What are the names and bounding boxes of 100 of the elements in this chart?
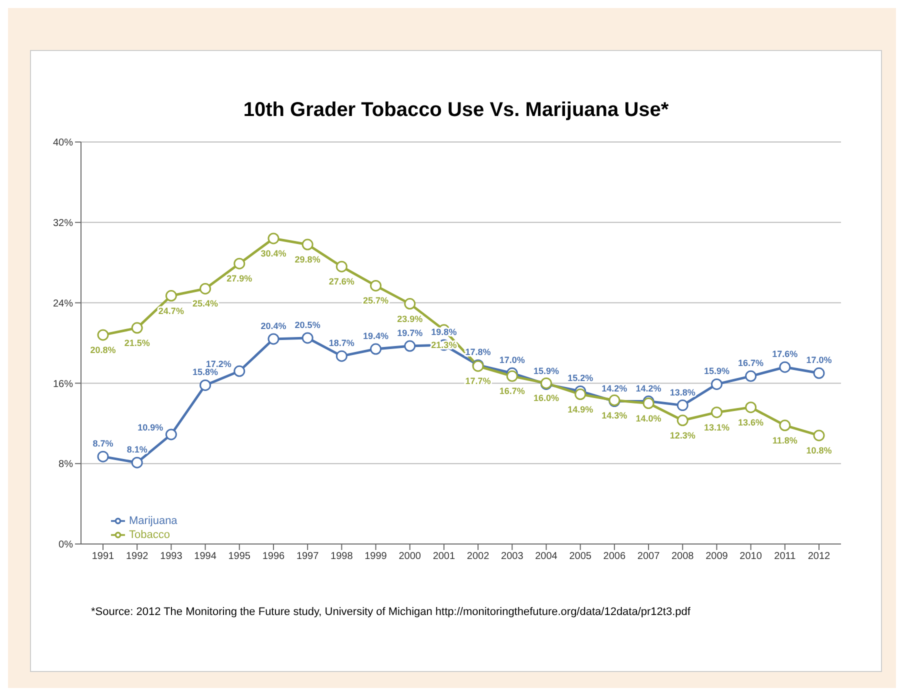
data-label: 14.0%: [636, 413, 662, 424]
x-tick-label: 2000: [398, 551, 422, 562]
point: [131, 456, 143, 468]
x-tick-label: 2006: [603, 551, 626, 562]
data-label: 20.5%: [294, 320, 320, 330]
point: [676, 400, 688, 412]
data-label: 27.6%: [328, 276, 354, 287]
point: [404, 298, 416, 310]
point: [336, 260, 348, 272]
data-label: 30.4%: [260, 248, 286, 258]
data-label: 15.2%: [568, 373, 594, 384]
x-tick-label: 1992: [126, 551, 149, 562]
x-tick-label: 2010: [740, 551, 762, 562]
data-label: 13.6%: [738, 417, 764, 428]
point: [404, 340, 416, 352]
point: [131, 322, 143, 334]
data-label: 29.8%: [294, 254, 320, 265]
data-label: 16.7%: [738, 358, 764, 368]
y-tick-label: 32%: [52, 218, 74, 229]
point: [813, 367, 825, 379]
data-label: 13.8%: [670, 387, 696, 398]
x-tick-label: 2005: [569, 551, 592, 562]
point: [813, 430, 825, 442]
data-label: 15.9%: [533, 366, 560, 376]
point: [506, 370, 518, 382]
x-tick-label: 2003: [501, 551, 524, 562]
data-label: 17.0%: [499, 355, 525, 366]
data-label: 10.8%: [806, 445, 832, 456]
x-tick-label: 1995: [228, 551, 251, 562]
y-tick-label: 8%: [58, 459, 74, 470]
data-label: 16.7%: [499, 386, 525, 396]
data-label: 25.4%: [192, 298, 218, 309]
data-label: 14.9%: [568, 404, 594, 414]
point: [745, 370, 757, 382]
data-label: 12.3%: [670, 430, 696, 440]
data-label: 10.9%: [138, 422, 164, 432]
x-tick-label: 2012: [808, 551, 831, 562]
x-tick-label: 1998: [330, 551, 354, 562]
x-tick-label: 2004: [535, 551, 558, 562]
x-tick-label: 1997: [296, 551, 320, 562]
chart-title: 10th Grader Tobacco Use Vs. Marijuana Use*: [242, 99, 670, 122]
x-tick-label: 1996: [262, 551, 286, 562]
x-tick-label: 1993: [160, 551, 183, 562]
data-label: 16.0%: [533, 393, 560, 404]
y-tick-label: 16%: [52, 378, 74, 390]
data-label: 14.2%: [602, 383, 628, 394]
point: [97, 450, 109, 462]
text: *Source: 2012 The Monitoring the Future study, University of Michigan http://monitoringthefuture.org/data/12data/pr12t3.pdf: [91, 606, 692, 618]
y-tick-label: 0%: [58, 540, 74, 551]
point: [779, 361, 791, 373]
legend-label: Tobacco: [129, 528, 170, 541]
data-label: 23.9%: [397, 314, 423, 324]
x-tick-label: 2002: [466, 551, 490, 562]
data-label: 17.7%: [465, 376, 491, 386]
data-label: 13.1%: [704, 422, 730, 432]
data-label: 17.0%: [806, 355, 832, 366]
data-label: 14.2%: [636, 383, 662, 394]
x-tick-label: 2009: [706, 551, 728, 562]
x-tick-label: 1991: [92, 551, 115, 562]
data-label: 21.5%: [124, 338, 150, 348]
data-label: 17.8%: [465, 347, 491, 358]
point: [710, 406, 722, 418]
point: [745, 402, 757, 414]
point: [574, 388, 586, 400]
data-label: 24.7%: [158, 306, 184, 316]
x-tick-label: 2001: [432, 551, 456, 562]
point: [97, 329, 109, 341]
data-label: 8.1%: [126, 444, 148, 455]
data-label: 15.8%: [192, 367, 218, 378]
point: [268, 333, 280, 345]
point: [336, 350, 348, 362]
point: [200, 282, 212, 294]
x-tick-label: 1994: [194, 551, 217, 562]
point: [268, 232, 280, 244]
data-label: 14.3%: [602, 410, 628, 420]
point: [234, 258, 246, 270]
point: [200, 379, 212, 391]
point: [710, 378, 722, 390]
x-tick-label: 2007: [637, 551, 660, 562]
legend-label: Marijuana: [129, 514, 178, 527]
data-label: 27.9%: [226, 274, 252, 284]
x-tick-label: 1999: [364, 551, 388, 562]
data-label: 25.7%: [362, 296, 389, 306]
data-label: 18.7%: [328, 338, 354, 348]
point: [779, 420, 791, 432]
x-tick-label: 2011: [774, 551, 796, 562]
data-label: 15.9%: [704, 366, 730, 376]
y-tick-label: 40%: [52, 138, 74, 149]
data-label: 8.7%: [92, 438, 114, 449]
point: [234, 365, 246, 377]
y-tick-label: 24%: [52, 298, 74, 310]
point: [370, 280, 382, 292]
point: [302, 332, 314, 344]
data-label: 19.7%: [397, 328, 423, 338]
data-label: 17.2%: [206, 359, 232, 370]
data-label: 17.6%: [772, 349, 798, 360]
data-label: 20.8%: [90, 344, 116, 355]
point: [165, 428, 177, 440]
point: [302, 238, 314, 250]
point: [165, 290, 177, 302]
